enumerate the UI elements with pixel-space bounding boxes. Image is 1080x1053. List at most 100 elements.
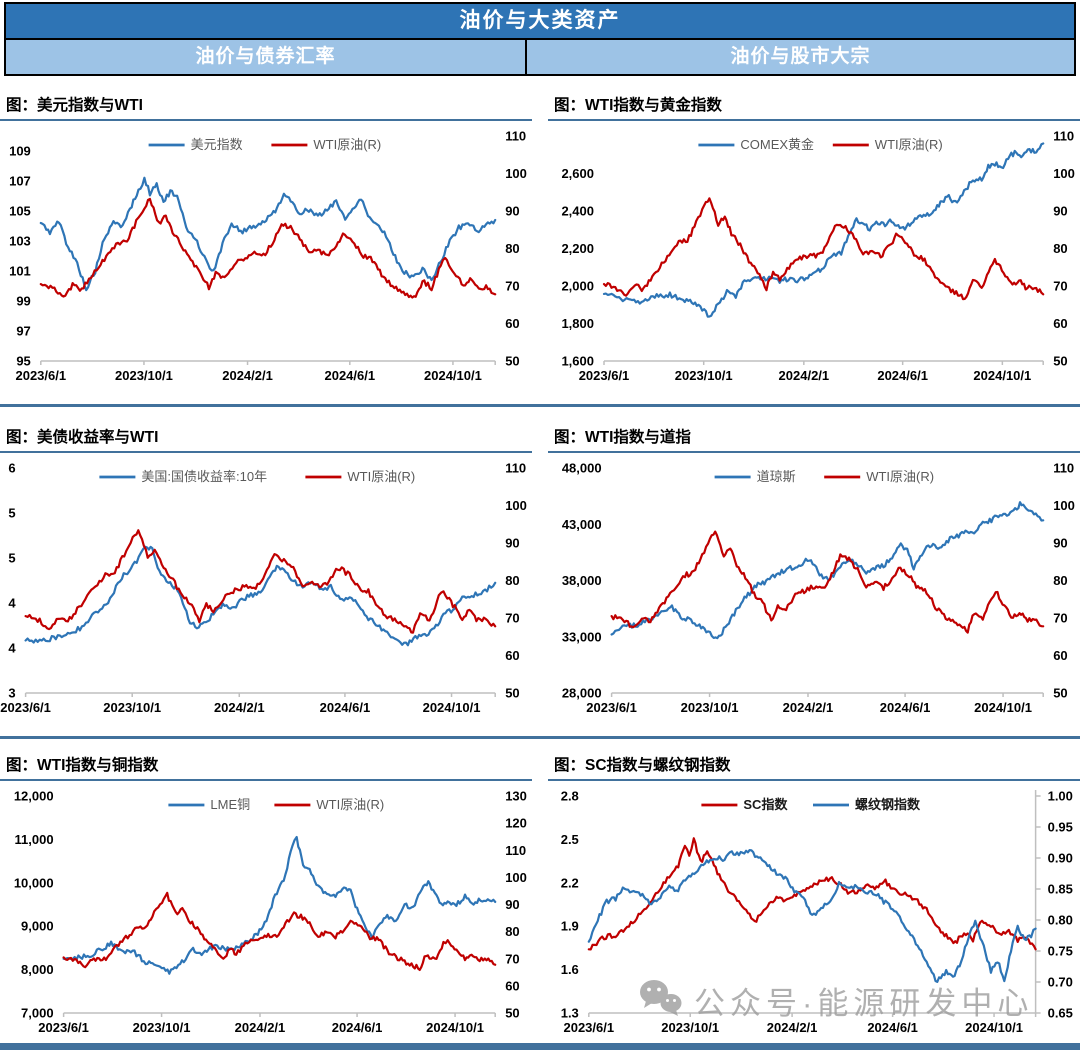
svg-text:50: 50	[505, 686, 519, 701]
svg-text:2,000: 2,000	[561, 279, 594, 294]
svg-text:43,000: 43,000	[562, 517, 602, 532]
svg-text:5: 5	[8, 551, 15, 566]
svg-text:3: 3	[8, 686, 15, 701]
svg-text:WTI原油(R): WTI原油(R)	[313, 137, 381, 152]
svg-text:9,000: 9,000	[21, 919, 54, 934]
svg-text:LME铜: LME铜	[210, 797, 250, 812]
svg-text:110: 110	[505, 461, 526, 476]
svg-text:2024/2/1: 2024/2/1	[767, 1020, 818, 1035]
svg-text:70: 70	[1053, 611, 1067, 626]
row-separator	[0, 736, 1080, 739]
chart-canvas-copper-wti: 12,000 11,000 10,000 9,000 8,000 7,000 130 120 1…	[0, 781, 532, 1053]
svg-text:2024/2/1: 2024/2/1	[222, 368, 273, 383]
svg-text:10,000: 10,000	[14, 875, 54, 890]
svg-text:8,000: 8,000	[21, 962, 54, 977]
svg-text:12,000: 12,000	[14, 789, 54, 804]
column-header-bonds-fx: 油价与债券汇率	[6, 40, 527, 74]
svg-text:97: 97	[16, 324, 30, 339]
svg-text:110: 110	[1053, 461, 1074, 476]
chart-row-2: 图：美债收益率与WTI 6 5 5 4 4 3 110 100 90 80 70 60 50 2023/6…	[0, 416, 1080, 733]
svg-text:80: 80	[505, 573, 519, 588]
svg-text:WTI原油(R): WTI原油(R)	[866, 469, 934, 484]
svg-text:2024/6/1: 2024/6/1	[877, 368, 928, 383]
title-underline	[0, 451, 532, 453]
svg-text:38,000: 38,000	[562, 573, 602, 588]
svg-text:WTI原油(R): WTI原油(R)	[875, 137, 943, 152]
svg-text:90: 90	[1053, 536, 1067, 551]
svg-text:2024/10/1: 2024/10/1	[424, 368, 482, 383]
svg-text:100: 100	[1053, 166, 1075, 181]
chart-row-1: 图：美元指数与WTI 109 107 105 103 101 99 97 95 110 100 90…	[0, 84, 1080, 401]
svg-text:109: 109	[9, 144, 31, 159]
chart-row-3: 图：WTI指数与铜指数 12,000 11,000 10,000 9,000 8,000…	[0, 744, 1080, 1053]
svg-text:11,000: 11,000	[15, 832, 54, 847]
svg-text:2024/10/1: 2024/10/1	[423, 700, 481, 715]
svg-text:48,000: 48,000	[562, 461, 602, 476]
svg-text:4: 4	[8, 596, 16, 611]
column-header-row: 油价与债券汇率 油价与股市大宗	[6, 38, 1074, 74]
chart-panel-yield-wti: 图：美债收益率与WTI 6 5 5 4 4 3 110 100 90 80 70 60 50 2023/6…	[0, 416, 532, 733]
column-header-equity-commodity: 油价与股市大宗	[730, 46, 871, 67]
svg-text:90: 90	[505, 897, 519, 912]
svg-text:2023/10/1: 2023/10/1	[133, 1020, 191, 1035]
title-underline	[548, 119, 1080, 121]
svg-text:1,800: 1,800	[561, 316, 594, 331]
chart-canvas-sc-rebar: 2.8 2.5 2.2 1.9 1.6 1.3 1.00 0.95 0.90 0.85 0.80 0.…	[548, 781, 1080, 1053]
svg-text:99: 99	[16, 294, 30, 309]
svg-text:100: 100	[1053, 498, 1075, 513]
svg-text:70: 70	[505, 611, 519, 626]
svg-text:2024/6/1: 2024/6/1	[880, 700, 931, 715]
svg-text:0.90: 0.90	[1048, 851, 1073, 866]
svg-text:2023/10/1: 2023/10/1	[681, 700, 739, 715]
svg-text:2024/2/1: 2024/2/1	[779, 368, 830, 383]
svg-text:130: 130	[505, 789, 527, 804]
svg-text:0.95: 0.95	[1048, 820, 1073, 835]
chart-canvas-dow-wti: 48,000 43,000 38,000 33,000 28,000 110 100 90 80…	[548, 453, 1080, 733]
svg-text:1.9: 1.9	[561, 919, 579, 934]
svg-text:2024/6/1: 2024/6/1	[324, 368, 375, 383]
svg-text:110: 110	[505, 843, 526, 858]
svg-text:2023/10/1: 2023/10/1	[661, 1020, 719, 1035]
svg-text:70: 70	[505, 279, 519, 294]
svg-text:4: 4	[8, 641, 16, 656]
svg-text:SC指数: SC指数	[743, 797, 788, 812]
svg-text:105: 105	[9, 204, 31, 219]
svg-text:80: 80	[505, 924, 519, 939]
svg-text:80: 80	[1053, 573, 1067, 588]
svg-text:50: 50	[505, 354, 519, 369]
svg-text:2023/6/1: 2023/6/1	[586, 700, 637, 715]
svg-text:70: 70	[1053, 279, 1067, 294]
svg-text:2024/10/1: 2024/10/1	[965, 1020, 1023, 1035]
chart-title: 图：美债收益率与WTI	[6, 429, 159, 446]
svg-text:2,600: 2,600	[561, 166, 594, 181]
title-underline	[548, 451, 1080, 453]
svg-text:2024/10/1: 2024/10/1	[973, 368, 1031, 383]
svg-text:道琼斯: 道琼斯	[757, 469, 796, 484]
chart-title: 图：WTI指数与道指	[554, 429, 691, 446]
svg-text:2023/6/1: 2023/6/1	[563, 1020, 614, 1035]
chart-canvas-usd-wti: 109 107 105 103 101 99 97 95 110 100 90 80 70 60 50 202…	[0, 121, 532, 401]
svg-text:110: 110	[505, 129, 526, 144]
chart-canvas-yield-wti: 6 5 5 4 4 3 110 100 90 80 70 60 50 2023/6/1 2023/10/1 2…	[0, 453, 532, 733]
svg-text:1.00: 1.00	[1048, 789, 1073, 804]
chart-title: 图：SC指数与螺纹钢指数	[554, 757, 731, 774]
svg-text:1.6: 1.6	[561, 962, 579, 977]
svg-text:0.70: 0.70	[1048, 975, 1073, 990]
svg-text:60: 60	[1053, 648, 1067, 663]
title-underline	[0, 119, 532, 121]
chart-title: 图：WTI指数与黄金指数	[554, 97, 722, 114]
svg-text:2024/6/1: 2024/6/1	[332, 1020, 383, 1035]
svg-text:7,000: 7,000	[21, 1006, 54, 1021]
svg-text:2023/10/1: 2023/10/1	[675, 368, 733, 383]
svg-text:110: 110	[1053, 129, 1074, 144]
svg-text:95: 95	[16, 354, 30, 369]
svg-text:美元指数: 美元指数	[191, 137, 243, 152]
svg-text:2023/10/1: 2023/10/1	[103, 700, 161, 715]
svg-text:60: 60	[1053, 316, 1067, 331]
svg-text:2024/6/1: 2024/6/1	[320, 700, 371, 715]
svg-text:2023/6/1: 2023/6/1	[15, 368, 66, 383]
svg-text:美国:国债收益率:10年: 美国:国债收益率:10年	[141, 469, 267, 484]
title-underline	[0, 779, 532, 781]
svg-text:WTI原油(R): WTI原油(R)	[316, 797, 384, 812]
table-header: 油价与大类资产 油价与债券汇率 油价与股市大宗	[4, 2, 1076, 76]
